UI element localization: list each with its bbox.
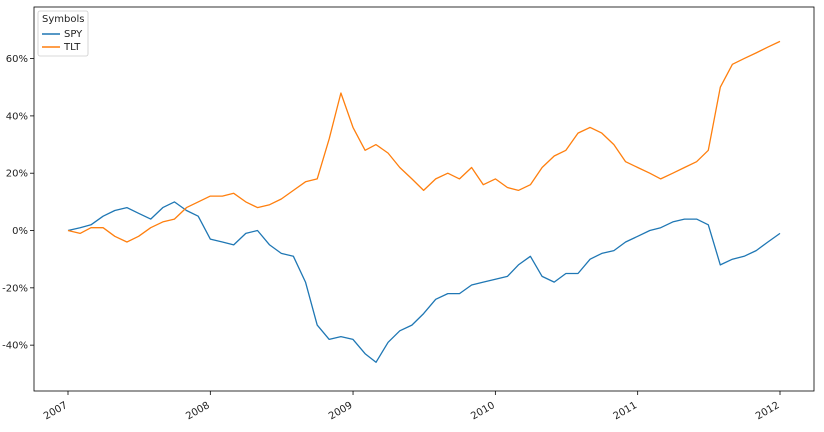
legend-title: Symbols <box>42 14 84 25</box>
y-tick-label: -40% <box>2 341 28 352</box>
x-tick-label: 2010 <box>469 400 497 422</box>
legend-box <box>37 10 89 57</box>
x-tick-label: 2012 <box>754 400 782 422</box>
x-tick-label: 2008 <box>184 400 212 422</box>
legend-label-spy: SPY <box>64 29 83 40</box>
y-tick-label: 40% <box>6 111 28 122</box>
x-axis: 2007 2008 2009 2010 2011 2012 <box>42 391 782 422</box>
y-tick-label: -20% <box>2 283 28 294</box>
series-line-spy <box>67 201 781 363</box>
x-tick-label: 2009 <box>327 400 355 422</box>
legend: Symbols SPY TLT <box>37 10 89 57</box>
series-line-tlt <box>67 40 781 243</box>
series-layer <box>67 40 781 363</box>
y-axis: -40% -20% 0% 20% 40% 60% <box>2 54 34 352</box>
y-tick-label: 60% <box>6 54 28 65</box>
legend-label-tlt: TLT <box>63 42 81 53</box>
y-tick-label: 20% <box>6 169 28 180</box>
x-tick-label: 2007 <box>42 400 70 422</box>
x-tick-label: 2011 <box>612 400 640 422</box>
y-tick-label: 0% <box>12 226 28 237</box>
plot-area-frame <box>33 6 815 392</box>
